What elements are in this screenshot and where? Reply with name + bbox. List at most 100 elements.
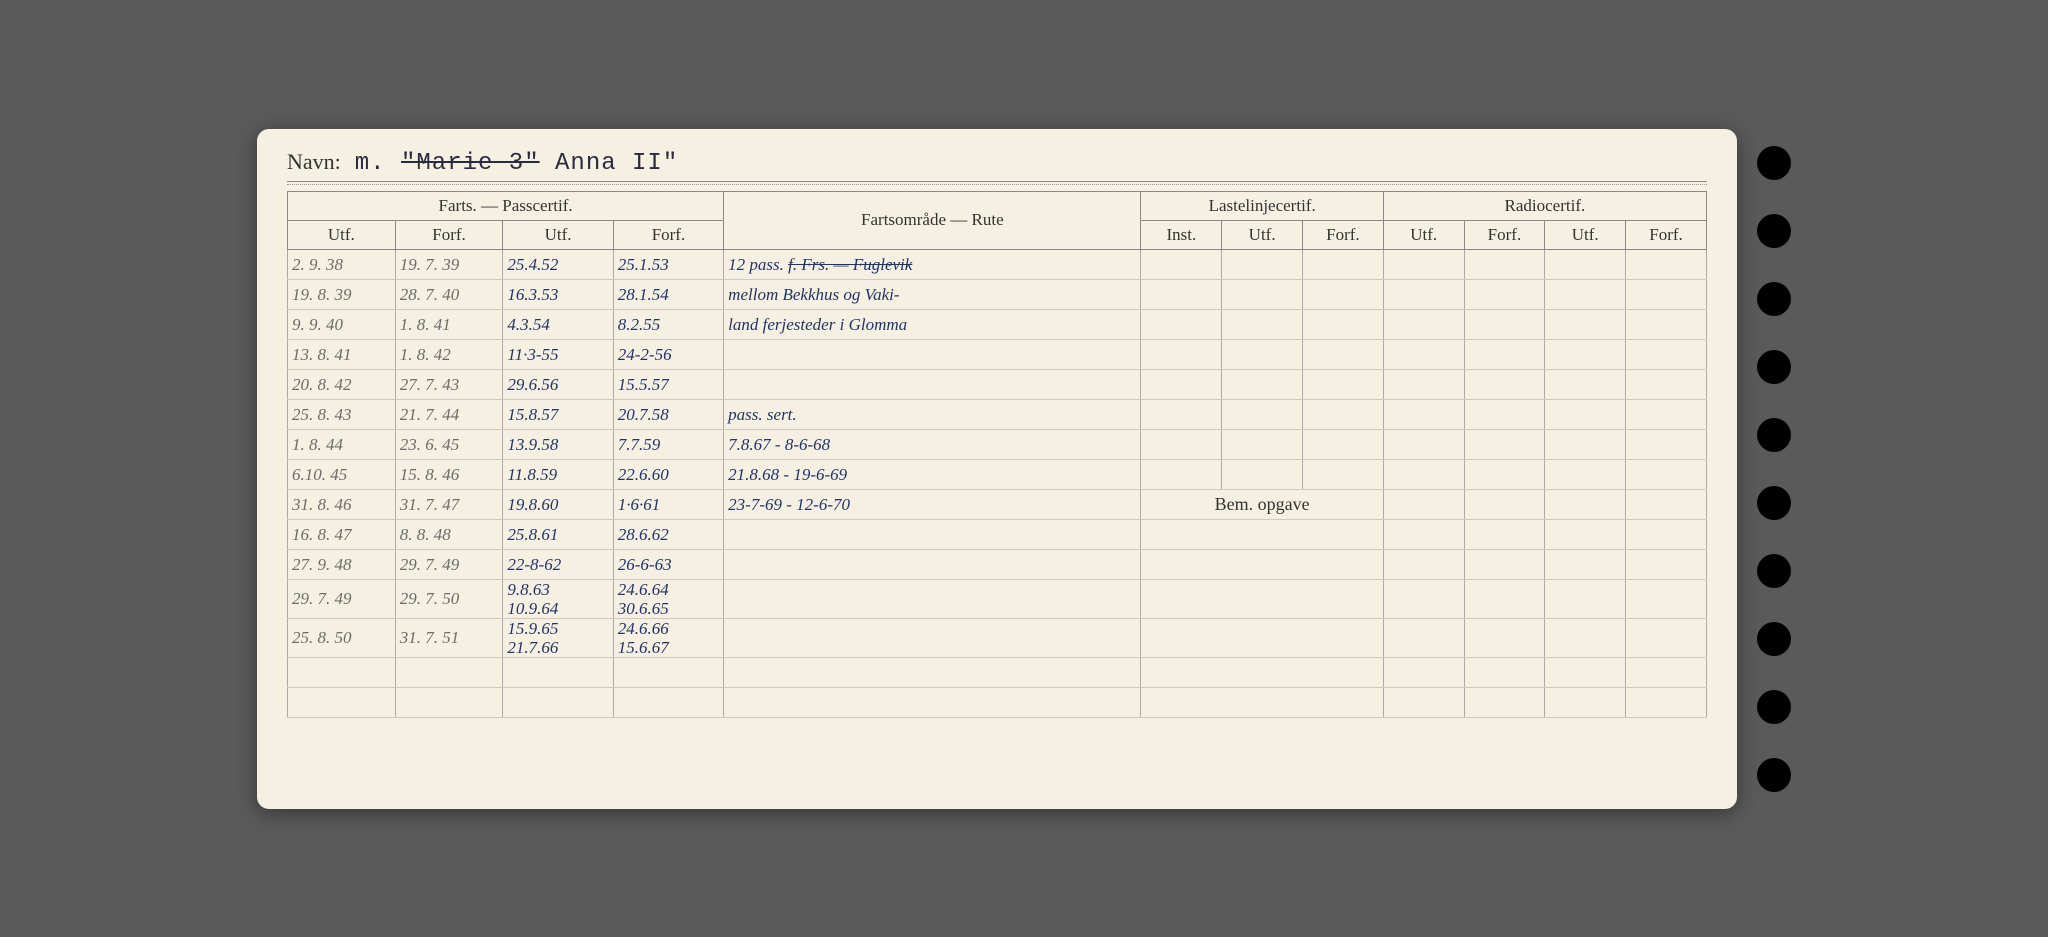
cell-empty xyxy=(1626,309,1707,339)
cell-forf-b: 28.6.62 xyxy=(613,519,723,549)
cell-empty xyxy=(503,657,613,687)
cell-utf-b: 4.3.54 xyxy=(503,309,613,339)
cell-rute: mellom Bekkhus og Vaki- xyxy=(724,279,1141,309)
cell-utf-a: 1. 8. 44 xyxy=(288,429,396,459)
cell-utf-a: 29. 7. 49 xyxy=(288,579,396,618)
cell-empty xyxy=(1383,279,1464,309)
cell-forf-b: 1·6·61 xyxy=(613,489,723,519)
cell-empty xyxy=(1383,549,1464,579)
cell-empty xyxy=(1626,687,1707,717)
cell-empty xyxy=(1464,687,1545,717)
cell-empty xyxy=(1383,657,1464,687)
table-row: 13. 8. 411. 8. 4211·3-5524-2-56 xyxy=(288,339,1707,369)
cell-empty xyxy=(1464,339,1545,369)
divider xyxy=(287,184,1707,185)
table-row: 25. 8. 4321. 7. 4415.8.5720.7.58pass. se… xyxy=(288,399,1707,429)
cell-empty xyxy=(1383,249,1464,279)
cell-utf-b: 13.9.58 xyxy=(503,429,613,459)
cell-forf-b: 8.2.55 xyxy=(613,309,723,339)
cell-forf-b: 24-2-56 xyxy=(613,339,723,369)
cell-rute: pass. sert. xyxy=(724,399,1141,429)
cell-forf-b: 26-6-63 xyxy=(613,549,723,579)
cell-empty xyxy=(1383,519,1464,549)
cell-empty xyxy=(1222,279,1303,309)
cell-utf-a: 13. 8. 41 xyxy=(288,339,396,369)
cell-forf-a: 29. 7. 50 xyxy=(395,579,503,618)
cell-empty xyxy=(1545,579,1626,618)
hole-icon xyxy=(1757,690,1791,724)
cell-forf-b: 20.7.58 xyxy=(613,399,723,429)
table-row: 1. 8. 4423. 6. 4513.9.587.7.597.8.67 - 8… xyxy=(288,429,1707,459)
cell-empty xyxy=(1545,339,1626,369)
navn-value: m. "Marie 3" Anna II" xyxy=(355,150,678,177)
header-rute: Fartsområde — Rute xyxy=(724,191,1141,249)
cell-forf-a: 29. 7. 49 xyxy=(395,549,503,579)
cell-forf-b: 7.7.59 xyxy=(613,429,723,459)
cell-empty xyxy=(1141,279,1222,309)
cell-empty xyxy=(1464,657,1545,687)
cell-empty xyxy=(1464,579,1545,618)
cell-empty xyxy=(503,687,613,717)
cell-empty xyxy=(1545,549,1626,579)
document-wrapper: Navn: m. "Marie 3" Anna II" Farts. — Pas… xyxy=(257,129,1791,809)
cell-empty xyxy=(1545,687,1626,717)
cell-empty xyxy=(1222,339,1303,369)
hole-icon xyxy=(1757,622,1791,656)
cell-utf-a: 20. 8. 42 xyxy=(288,369,396,399)
header-inst: Inst. xyxy=(1141,220,1222,249)
cell-empty xyxy=(1141,429,1222,459)
cell-utf-b: 25.4.52 xyxy=(503,249,613,279)
cell-empty xyxy=(1545,429,1626,459)
cell-empty xyxy=(1545,618,1626,657)
cell-empty xyxy=(1464,309,1545,339)
header-forf-1: Forf. xyxy=(395,220,503,249)
cell-empty xyxy=(1303,339,1384,369)
cell-forf-a: 28. 7. 40 xyxy=(395,279,503,309)
cell-empty xyxy=(1464,429,1545,459)
cell-empty xyxy=(1464,459,1545,489)
hole-icon xyxy=(1757,554,1791,588)
cell-utf-a: 27. 9. 48 xyxy=(288,549,396,579)
bem-opgave-label: Bem. opgave xyxy=(1141,489,1383,519)
header-utf-3: Utf. xyxy=(1222,220,1303,249)
header-forf-4: Forf. xyxy=(1464,220,1545,249)
cell-empty xyxy=(1464,549,1545,579)
hole-icon xyxy=(1757,486,1791,520)
cell-forf-a: 8. 8. 48 xyxy=(395,519,503,549)
cell-empty xyxy=(1383,459,1464,489)
cell-utf-b: 15.9.6521.7.66 xyxy=(503,618,613,657)
cell-bem-body xyxy=(1141,549,1383,579)
cell-empty xyxy=(1626,618,1707,657)
cell-utf-b: 15.8.57 xyxy=(503,399,613,429)
cell-empty xyxy=(1141,309,1222,339)
cell-empty xyxy=(288,687,396,717)
cell-empty xyxy=(1222,369,1303,399)
header-forf-2: Forf. xyxy=(613,220,723,249)
cell-forf-b: 22.6.60 xyxy=(613,459,723,489)
cell-empty xyxy=(1141,249,1222,279)
cell-empty xyxy=(1626,249,1707,279)
cell-rute: 7.8.67 - 8-6-68 xyxy=(724,429,1141,459)
cell-empty xyxy=(288,657,396,687)
cell-empty xyxy=(1383,579,1464,618)
cell-forf-a: 1. 8. 41 xyxy=(395,309,503,339)
cell-rute: 21.8.68 - 19-6-69 xyxy=(724,459,1141,489)
cell-empty xyxy=(1545,399,1626,429)
cell-empty xyxy=(1303,399,1384,429)
cell-empty xyxy=(1626,489,1707,519)
cell-empty xyxy=(1222,429,1303,459)
table-row: 19. 8. 3928. 7. 4016.3.5328.1.54mellom B… xyxy=(288,279,1707,309)
cell-empty xyxy=(724,687,1141,717)
cell-utf-b: 29.6.56 xyxy=(503,369,613,399)
cell-utf-a: 2. 9. 38 xyxy=(288,249,396,279)
table-body: 2. 9. 3819. 7. 3925.4.5225.1.5312 pass. … xyxy=(288,249,1707,717)
cell-empty xyxy=(1626,429,1707,459)
cell-empty xyxy=(1464,369,1545,399)
cell-empty xyxy=(1303,249,1384,279)
cell-empty xyxy=(1545,249,1626,279)
cell-empty xyxy=(1545,459,1626,489)
cell-utf-b: 11.8.59 xyxy=(503,459,613,489)
cell-forf-a: 31. 7. 47 xyxy=(395,489,503,519)
cell-rute: land ferjesteder i Glomma xyxy=(724,309,1141,339)
header-passcertif: Farts. — Passcertif. xyxy=(288,191,724,220)
